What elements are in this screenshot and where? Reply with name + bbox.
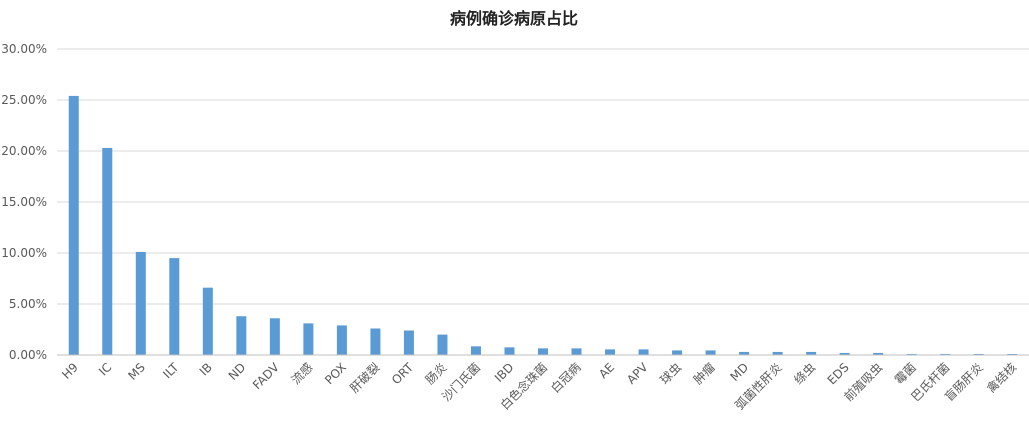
bar [269, 318, 280, 355]
x-tick-label: APV [624, 360, 651, 387]
x-tick-label: 绦虫 [791, 360, 818, 387]
bar [839, 352, 850, 355]
x-tick-label: FADV [250, 360, 283, 393]
x-tick-label: 白冠病 [548, 360, 584, 396]
y-tick-label: 15.00% [1, 195, 47, 209]
x-tick-label: 球虫 [657, 360, 684, 387]
chart-title: 病例确诊病原占比 [450, 9, 578, 28]
bar [135, 251, 146, 355]
bar [504, 347, 515, 355]
bar [470, 346, 481, 355]
x-tick-label: IB [197, 360, 215, 378]
bar [571, 348, 582, 355]
x-tick-label: 肝破裂 [346, 360, 382, 396]
x-tick-label: MS [125, 360, 148, 383]
x-tick-label: ILT [160, 360, 182, 382]
x-tick-label: IC [96, 360, 114, 378]
y-tick-label: 25.00% [1, 93, 47, 107]
bar [102, 147, 113, 355]
bar [202, 287, 213, 355]
x-tick-label: POX [322, 360, 349, 387]
bar [973, 353, 984, 355]
bar [236, 316, 247, 355]
bar [169, 258, 180, 355]
bar [873, 352, 884, 355]
bar [705, 350, 716, 355]
x-tick-label: MD [727, 360, 751, 384]
x-tick-label: 禽结核 [983, 360, 1019, 396]
gridlines [57, 48, 1029, 305]
y-axis-ticks: 0.00% 5.00% 10.00% 15.00% 20.00% 25.00% 30.00% [1, 42, 47, 362]
bar [403, 330, 414, 355]
bar [638, 349, 649, 355]
x-tick-label: 流感 [288, 360, 316, 388]
x-tick-label: IBD [492, 360, 517, 385]
bar [68, 95, 79, 356]
x-tick-label: 肿瘤 [690, 360, 718, 388]
bar [1007, 353, 1018, 355]
x-tick-label: AE [596, 360, 617, 381]
bar [605, 349, 616, 355]
bar [538, 348, 548, 355]
y-tick-label: 30.00% [1, 42, 47, 56]
bar [739, 351, 750, 355]
x-tick-label: H9 [59, 360, 81, 382]
x-tick-label: ORT [389, 360, 417, 388]
bar [772, 351, 783, 355]
bar [336, 325, 347, 355]
bar [906, 353, 917, 355]
x-tick-label: 霉菌 [892, 360, 919, 387]
y-tick-label: 10.00% [1, 246, 47, 260]
x-tick-label: 肠炎 [423, 360, 450, 387]
y-tick-label: 20.00% [1, 144, 47, 158]
x-tick-label: EDS [825, 360, 852, 387]
x-tick-label: ND [226, 360, 249, 383]
bar [672, 350, 683, 355]
bar [370, 328, 381, 355]
y-tick-label: 0.00% [9, 348, 47, 362]
bar [437, 334, 448, 355]
bar [940, 353, 951, 355]
bars [68, 95, 1018, 356]
bar [303, 323, 314, 355]
y-tick-label: 5.00% [9, 297, 47, 311]
bar [806, 351, 817, 355]
